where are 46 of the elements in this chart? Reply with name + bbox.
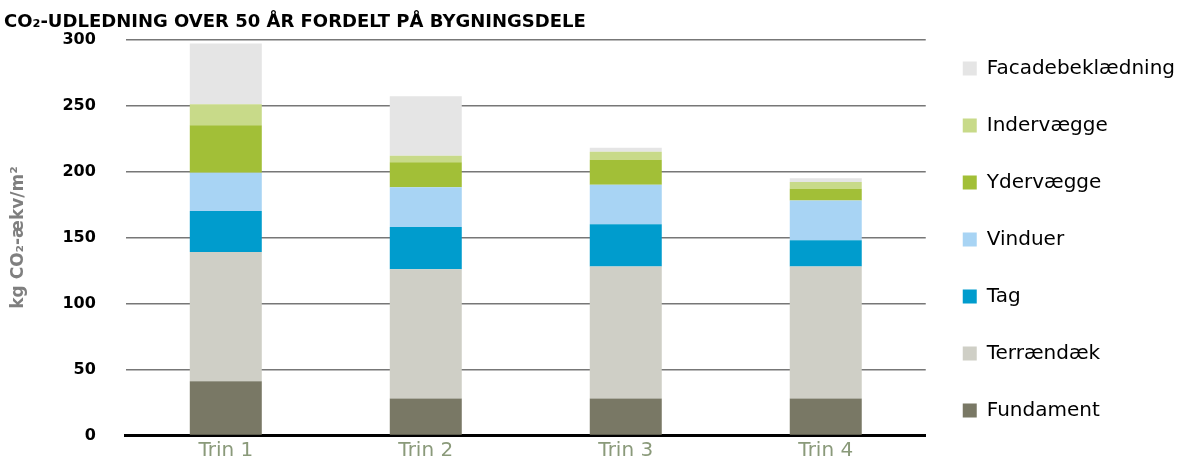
- bar: [189, 125, 262, 173]
- bar: [789, 266, 862, 399]
- x-tick-label: Trin 2: [397, 436, 454, 461]
- legend-label: Terrændæk: [985, 339, 1101, 364]
- bar: [389, 96, 462, 156]
- bar: [389, 226, 462, 270]
- y-tick-label: 50: [73, 358, 96, 378]
- bar: [189, 381, 262, 435]
- bar: [589, 398, 662, 435]
- bar: [389, 155, 462, 163]
- bar: [189, 43, 262, 105]
- x-tick-label: Trin 4: [797, 436, 854, 461]
- y-tick-label: 0: [84, 424, 96, 444]
- legend-label: Facadebeklædning: [986, 54, 1176, 79]
- bar: [189, 211, 262, 253]
- bar: [389, 398, 462, 435]
- y-tick-label: 150: [62, 226, 96, 246]
- bar: [189, 104, 262, 126]
- bar: [189, 172, 262, 212]
- bar: [789, 200, 862, 241]
- legend-label: Vinduer: [986, 225, 1065, 250]
- y-tick-label: 200: [62, 160, 96, 180]
- bar: [789, 240, 862, 267]
- legend-label: Tag: [985, 282, 1021, 307]
- bar: [789, 398, 862, 435]
- legend-label: Indervægge: [986, 111, 1108, 136]
- bar: [589, 151, 662, 160]
- bar: [589, 159, 662, 185]
- bar: [789, 188, 862, 201]
- legend-label: Ydervægge: [985, 168, 1102, 193]
- bar: [189, 252, 262, 382]
- bar: [789, 182, 862, 189]
- y-axis-title: kg CO₂-ækv/m²: [6, 166, 27, 309]
- x-tick-label: Trin 3: [597, 436, 654, 461]
- bar: [589, 184, 662, 225]
- y-tick-label: 100: [62, 292, 96, 312]
- legend-label: Fundament: [986, 396, 1100, 421]
- bar: [389, 162, 462, 188]
- y-tick-label: 250: [62, 94, 96, 114]
- x-tick-label: Trin 1: [197, 436, 254, 461]
- bar: [589, 147, 662, 152]
- bar: [589, 266, 662, 399]
- bar: [389, 269, 462, 399]
- bar: [389, 187, 462, 227]
- bar: [789, 178, 862, 183]
- bar: [589, 224, 662, 267]
